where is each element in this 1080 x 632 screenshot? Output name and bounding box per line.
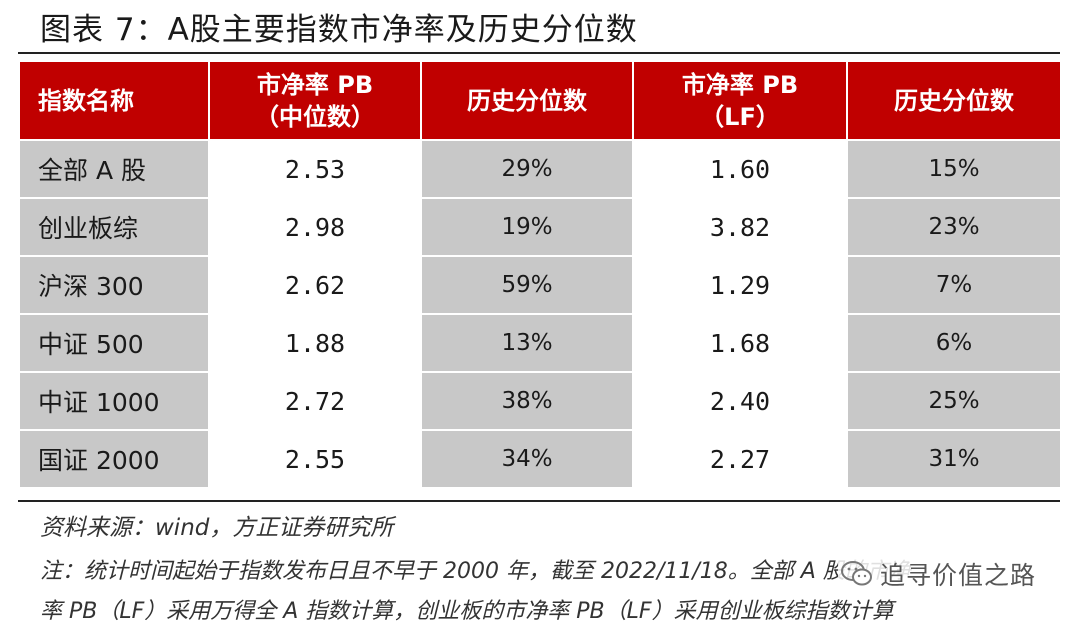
header-pb-median-line2: （中位数） bbox=[255, 102, 375, 131]
header-pct-median-label: 历史分位数 bbox=[467, 86, 587, 115]
row-pct-median: 38% bbox=[420, 371, 634, 431]
wechat-watermark: 追寻价值之路 bbox=[838, 555, 1043, 593]
header-row: 指数名称 市净率 PB （中位数） 历史分位数 市净率 PB （LF） 历史分位… bbox=[18, 60, 1062, 141]
row-pb-median: 2.98 bbox=[208, 197, 422, 257]
row-pct-lf: 7% bbox=[846, 255, 1062, 315]
row-pb-median: 2.72 bbox=[208, 371, 422, 431]
row-pb-lf: 2.40 bbox=[632, 371, 848, 431]
table-row: 中证 1000 2.72 38% 2.40 25% bbox=[18, 371, 1062, 431]
footnote-line-1: 注：统计时间起始于指数发布日且不早于 2000 年，截至 2022/11/18。… bbox=[40, 559, 911, 584]
row-index-name: 中证 1000 bbox=[18, 371, 210, 431]
row-pb-lf: 3.82 bbox=[632, 197, 848, 257]
watermark-text: 追寻价值之路 bbox=[880, 561, 1037, 590]
footnote: 注：统计时间起始于指数发布日且不早于 2000 年，截至 2022/11/18。… bbox=[40, 552, 1050, 632]
row-pb-median: 2.53 bbox=[208, 139, 422, 199]
header-pct-lf-label: 历史分位数 bbox=[894, 86, 1014, 115]
row-index-name: 沪深 300 bbox=[18, 255, 210, 315]
table-row: 全部 A 股 2.53 29% 1.60 15% bbox=[18, 139, 1062, 199]
figure-title: 图表 7：A股主要指数市净率及历史分位数 bbox=[40, 12, 638, 48]
header-pb-lf-line2: （LF） bbox=[700, 102, 780, 131]
wechat-icon bbox=[841, 561, 872, 586]
table-row: 沪深 300 2.62 59% 1.29 7% bbox=[18, 255, 1062, 315]
row-pct-median: 19% bbox=[420, 197, 634, 257]
row-pct-lf: 15% bbox=[846, 139, 1062, 199]
footnote-line-2: 率 PB（LF）采用万得全 A 指数计算，创业板的市净率 PB（LF）采用创业板… bbox=[40, 599, 894, 624]
row-pct-lf: 6% bbox=[846, 313, 1062, 373]
row-pb-median: 2.62 bbox=[208, 255, 422, 315]
table-row: 中证 500 1.88 13% 1.68 6% bbox=[18, 313, 1062, 373]
header-pct-lf: 历史分位数 bbox=[846, 60, 1062, 141]
header-pct-median: 历史分位数 bbox=[420, 60, 634, 141]
table-row: 创业板综 2.98 19% 3.82 23% bbox=[18, 197, 1062, 257]
header-pb-lf: 市净率 PB （LF） bbox=[632, 60, 848, 141]
row-pb-lf: 1.29 bbox=[632, 255, 848, 315]
table-row: 国证 2000 2.55 34% 2.27 31% bbox=[18, 429, 1062, 489]
header-pb-median-line1: 市净率 PB bbox=[256, 70, 374, 99]
header-pb-median: 市净率 PB （中位数） bbox=[208, 60, 422, 141]
header-index-name: 指数名称 bbox=[18, 60, 210, 141]
row-pb-lf: 1.60 bbox=[632, 139, 848, 199]
row-pct-lf: 25% bbox=[846, 371, 1062, 431]
row-index-name: 国证 2000 bbox=[18, 429, 210, 489]
row-pct-median: 13% bbox=[420, 313, 634, 373]
row-pct-median: 34% bbox=[420, 429, 634, 489]
table-bottom-rule bbox=[18, 500, 1060, 502]
row-pct-lf: 31% bbox=[846, 429, 1062, 489]
header-pb-lf-line1: 市净率 PB bbox=[681, 70, 799, 99]
row-index-name: 创业板综 bbox=[18, 197, 210, 257]
row-pb-lf: 2.27 bbox=[632, 429, 848, 489]
row-index-name: 中证 500 bbox=[18, 313, 210, 373]
row-pct-median: 29% bbox=[420, 139, 634, 199]
title-rule bbox=[18, 52, 1060, 54]
header-index-name-label: 指数名称 bbox=[38, 86, 134, 115]
row-index-name: 全部 A 股 bbox=[18, 139, 210, 199]
row-pct-lf: 23% bbox=[846, 197, 1062, 257]
row-pb-median: 1.88 bbox=[208, 313, 422, 373]
row-pb-median: 2.55 bbox=[208, 429, 422, 489]
source-note: 资料来源：wind，方正证券研究所 bbox=[40, 515, 394, 541]
row-pb-lf: 1.68 bbox=[632, 313, 848, 373]
index-pb-table: 指数名称 市净率 PB （中位数） 历史分位数 市净率 PB （LF） 历史分位… bbox=[18, 60, 1062, 489]
row-pct-median: 59% bbox=[420, 255, 634, 315]
